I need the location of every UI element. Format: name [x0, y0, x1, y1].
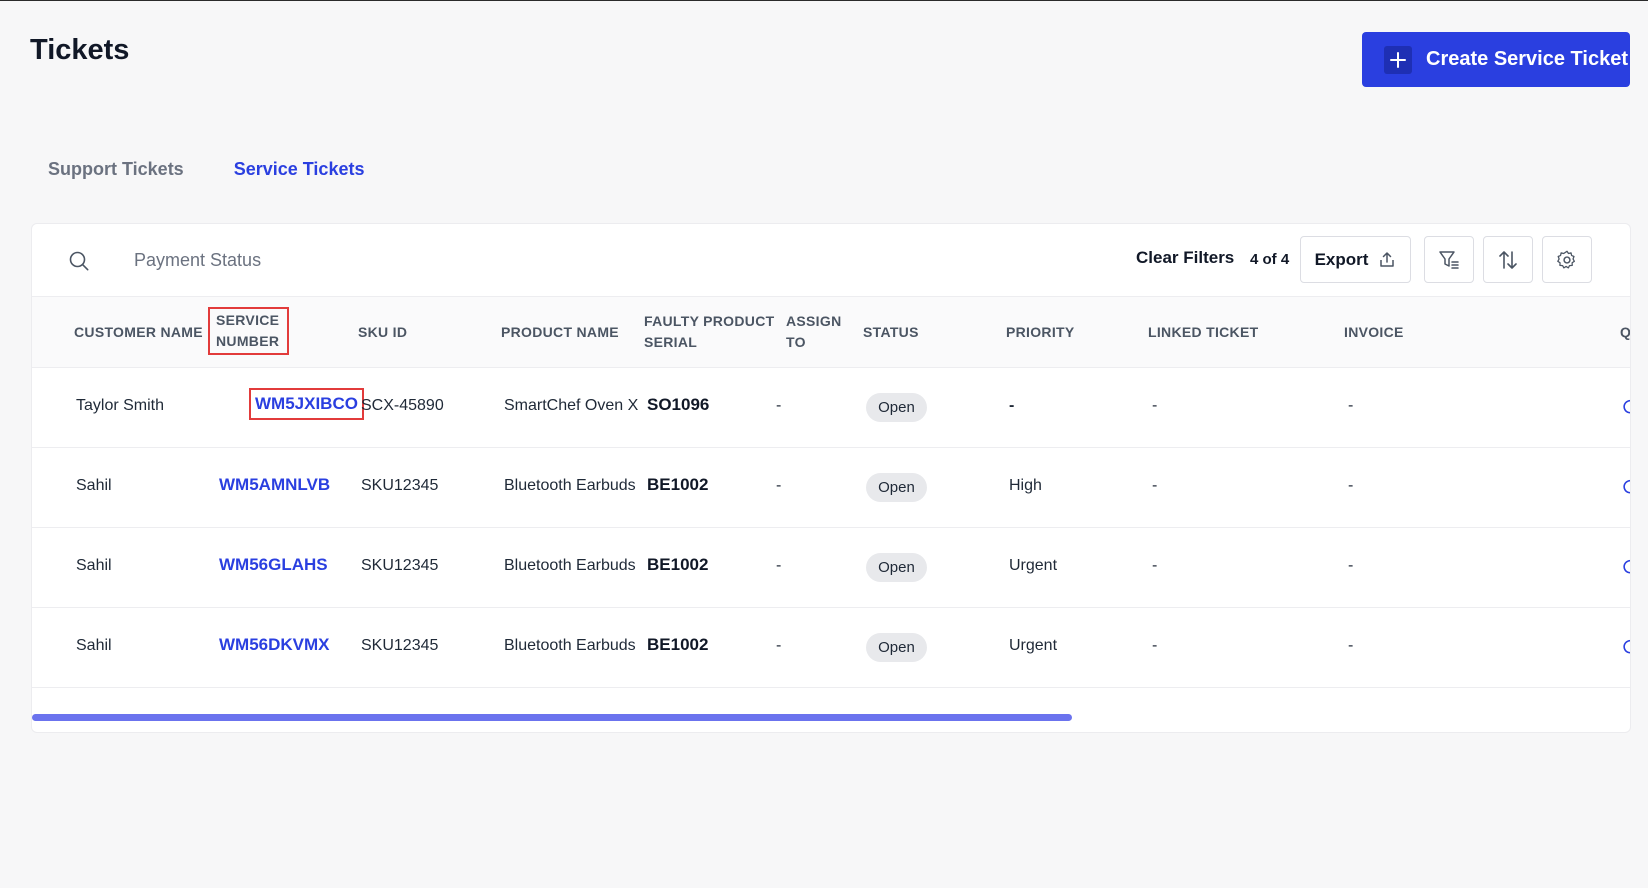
export-button[interactable]: Export	[1300, 236, 1411, 283]
col-product-name[interactable]: PRODUCT NAME	[501, 324, 619, 340]
sort-button[interactable]	[1483, 236, 1533, 283]
cell-product: Bluetooth Earbuds	[504, 477, 636, 494]
col-linked-ticket[interactable]: LINKED TICKET	[1148, 324, 1259, 340]
export-icon	[1380, 251, 1395, 267]
table-row[interactable]: Taylor Smith WM5JXIBCO SCX-45890 SmartCh…	[32, 368, 1630, 448]
action-icon[interactable]	[1622, 398, 1631, 416]
col-invoice[interactable]: INVOICE	[1344, 324, 1404, 340]
cell-sku: SKU12345	[361, 637, 439, 654]
plus-icon	[1384, 45, 1412, 74]
create-service-ticket-button[interactable]: Create Service Ticket	[1362, 32, 1630, 87]
clear-filters-button[interactable]: Clear Filters	[1136, 248, 1235, 267]
cell-serial: SO1096	[647, 395, 710, 414]
settings-button[interactable]	[1542, 236, 1592, 283]
action-icon[interactable]	[1622, 638, 1631, 656]
search-icon	[69, 251, 89, 271]
gear-icon	[1557, 250, 1575, 269]
cell-assign: -	[776, 637, 782, 654]
cell-invoice: -	[1348, 477, 1354, 494]
cell-linked-ticket: -	[1152, 637, 1158, 654]
col-faulty-product-serial[interactable]: FAULTY PRODUCT SERIAL	[644, 311, 774, 353]
cell-serial: BE1002	[647, 555, 709, 574]
horizontal-scrollbar[interactable]	[32, 714, 1072, 721]
col-status[interactable]: STATUS	[863, 324, 919, 340]
cell-sku: SKU12345	[361, 477, 439, 494]
table-toolbar: Clear Filters 4 of 4 Export	[32, 224, 1630, 297]
cell-serial: BE1002	[647, 635, 709, 654]
search-input[interactable]	[134, 242, 634, 278]
ticket-tabs: Support Tickets Service Tickets	[48, 159, 364, 180]
cell-service-number-link[interactable]: WM56DKVMX	[219, 635, 330, 654]
cell-product: Bluetooth Earbuds	[504, 637, 636, 654]
table-row[interactable]: Sahil WM56GLAHS SKU12345 Bluetooth Earbu…	[32, 528, 1630, 608]
status-badge: Open	[866, 633, 927, 662]
filter-icon	[1439, 250, 1459, 269]
col-faulty-line1: FAULTY PRODUCT	[644, 313, 775, 329]
cell-linked-ticket: -	[1152, 557, 1158, 574]
col-service-number-line1: SERVICE	[216, 312, 280, 328]
col-service-number-line2: NUMBER	[216, 333, 280, 349]
action-icon[interactable]	[1622, 478, 1631, 496]
table-row[interactable]: Sahil WM56DKVMX SKU12345 Bluetooth Earbu…	[32, 608, 1630, 688]
table-header: CUSTOMER NAME SERVICE NUMBER SKU ID PROD…	[32, 297, 1630, 368]
cell-sku: SCX-45890	[361, 397, 444, 414]
cell-invoice: -	[1348, 397, 1354, 414]
cell-product: Bluetooth Earbuds	[504, 557, 636, 574]
cell-product: SmartChef Oven X	[504, 397, 639, 414]
action-icon[interactable]	[1622, 558, 1631, 576]
page-title: Tickets	[30, 34, 130, 66]
col-assign-line1: ASSIGN	[786, 313, 842, 329]
cell-service-number-link[interactable]: WM56GLAHS	[219, 555, 328, 574]
tab-support-tickets[interactable]: Support Tickets	[48, 159, 184, 179]
cell-linked-ticket: -	[1152, 477, 1158, 494]
col-service-number[interactable]: SERVICE NUMBER	[207, 307, 290, 355]
cell-service-number-link[interactable]: WM5AMNLVB	[219, 475, 331, 494]
export-label: Export	[1314, 249, 1369, 269]
cell-customer: Sahil	[76, 477, 112, 494]
status-badge: Open	[866, 553, 927, 582]
tab-service-tickets[interactable]: Service Tickets	[233, 159, 365, 179]
table-row[interactable]: Sahil WM5AMNLVB SKU12345 Bluetooth Earbu…	[32, 448, 1630, 528]
cell-assign: -	[776, 477, 782, 494]
cell-customer: Sahil	[76, 637, 112, 654]
status-badge: Open	[866, 473, 927, 502]
cell-priority: -	[1009, 397, 1015, 414]
col-assign-to[interactable]: ASSIGN TO	[786, 311, 841, 353]
cell-priority: Urgent	[1009, 637, 1058, 654]
cell-invoice: -	[1348, 637, 1354, 654]
cell-serial: BE1002	[647, 475, 709, 494]
tickets-table-card: Clear Filters 4 of 4 Export	[31, 223, 1631, 733]
col-assign-line2: TO	[786, 334, 806, 350]
cell-linked-ticket: -	[1152, 397, 1158, 414]
col-priority[interactable]: PRIORITY	[1006, 324, 1075, 340]
cell-customer: Sahil	[76, 557, 112, 574]
col-overflow[interactable]: Q	[1620, 324, 1631, 340]
cell-sku: SKU12345	[361, 557, 439, 574]
cell-customer: Taylor Smith	[76, 397, 165, 414]
col-faulty-line2: SERIAL	[644, 334, 698, 350]
status-badge: Open	[866, 393, 927, 422]
col-customer-name[interactable]: CUSTOMER NAME	[74, 324, 203, 340]
filter-button[interactable]	[1424, 236, 1474, 283]
result-count: 4 of 4	[1250, 251, 1290, 268]
cell-assign: -	[776, 557, 782, 574]
cell-priority: High	[1009, 477, 1042, 494]
create-service-ticket-label: Create Service Ticket	[1426, 48, 1628, 70]
cell-assign: -	[776, 397, 782, 414]
cell-invoice: -	[1348, 557, 1354, 574]
sort-icon	[1499, 250, 1517, 269]
col-sku-id[interactable]: SKU ID	[358, 324, 408, 340]
cell-priority: Urgent	[1009, 557, 1058, 574]
table-body: Taylor Smith WM5JXIBCO SCX-45890 SmartCh…	[32, 368, 1630, 688]
cell-service-number-link[interactable]: WM5JXIBCO	[249, 388, 364, 420]
